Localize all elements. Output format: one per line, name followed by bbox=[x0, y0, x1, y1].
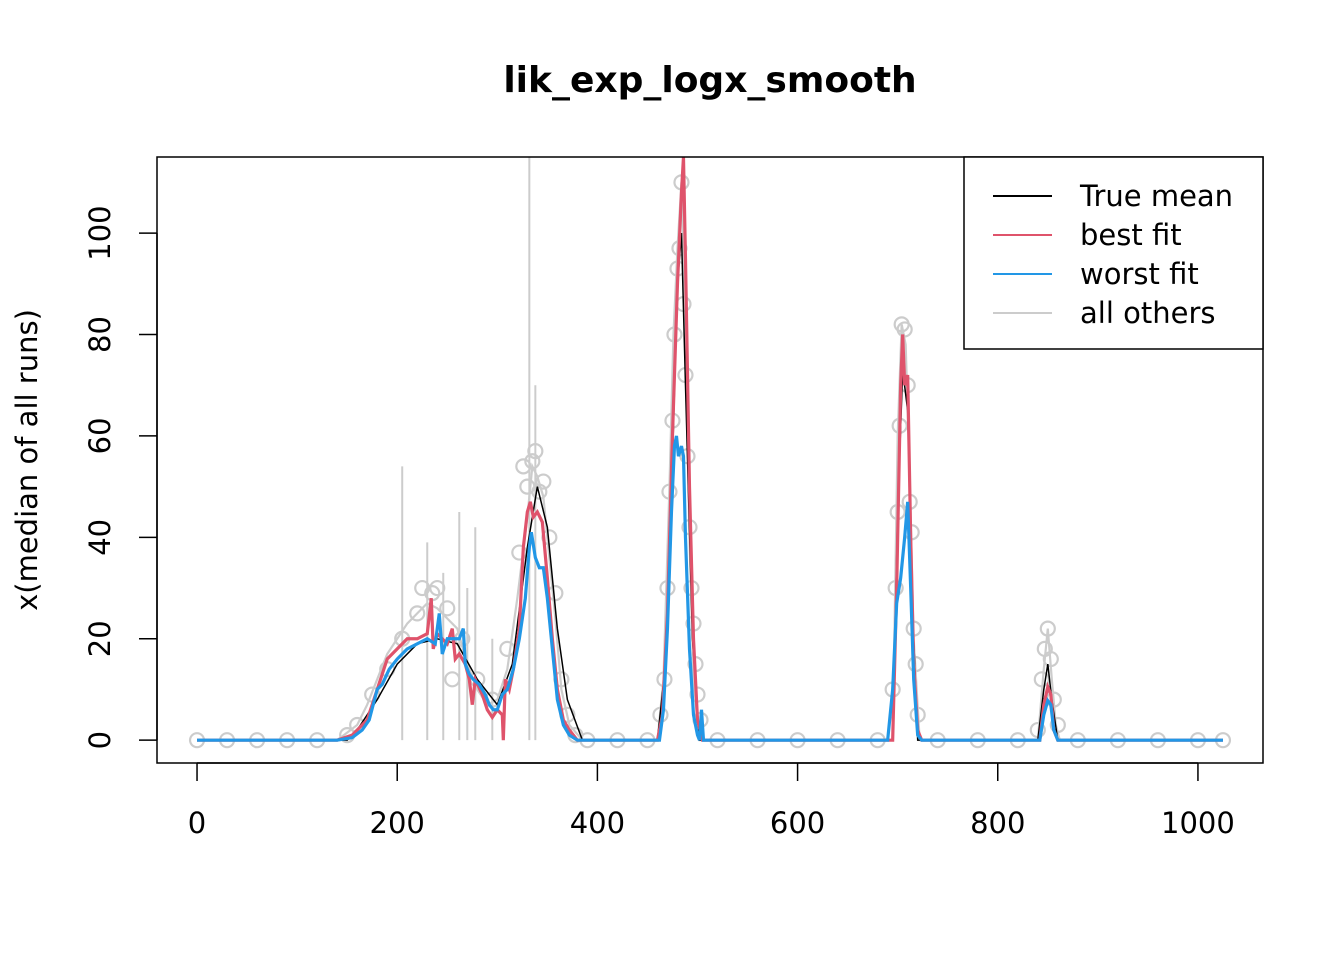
y-tick-label: 0 bbox=[83, 731, 117, 749]
all-others-point bbox=[409, 605, 426, 622]
y-tick-label: 100 bbox=[83, 205, 117, 260]
x-axis: 0 200 400 600 800 1000 bbox=[188, 762, 1235, 840]
y-axis-label: x(median of all runs) bbox=[10, 309, 44, 611]
legend-item: worst fit bbox=[993, 257, 1199, 291]
legend-label: best fit bbox=[1080, 218, 1182, 252]
plot-area bbox=[188, 156, 1232, 749]
all-others-point bbox=[1042, 650, 1059, 668]
y-tick-label: 80 bbox=[83, 316, 117, 353]
all-others-point bbox=[439, 600, 456, 617]
all-others-point bbox=[515, 458, 532, 475]
x-tick-label: 800 bbox=[970, 806, 1025, 840]
worst-fit-line bbox=[197, 435, 1223, 742]
all-others-point bbox=[524, 453, 541, 470]
all-others-point bbox=[1039, 620, 1056, 637]
y-tick-label: 60 bbox=[83, 417, 117, 454]
all-others-point bbox=[444, 671, 461, 688]
x-tick-label: 200 bbox=[370, 806, 425, 840]
legend-box bbox=[963, 156, 1264, 350]
y-tick-label: 40 bbox=[83, 519, 117, 556]
all-others-point bbox=[531, 483, 548, 500]
legend-label: True mean bbox=[1079, 179, 1233, 213]
x-tick-label: 600 bbox=[770, 806, 825, 840]
legend-label: worst fit bbox=[1080, 257, 1199, 291]
all-others-point bbox=[499, 640, 516, 657]
x-tick-label: 0 bbox=[188, 806, 206, 840]
x-tick-label: 1000 bbox=[1161, 806, 1235, 840]
legend-label: all others bbox=[1080, 296, 1215, 330]
plot-frame bbox=[156, 156, 1264, 764]
legend-item: best fit bbox=[993, 218, 1182, 252]
all-others-point bbox=[1049, 716, 1066, 734]
legend-item: all others bbox=[993, 296, 1215, 330]
all-others-point bbox=[527, 443, 544, 460]
legend-item: True mean bbox=[993, 179, 1233, 213]
legend: True mean best fit worst fit all others bbox=[963, 156, 1264, 350]
y-axis: 0 20 40 60 80 100 bbox=[83, 205, 158, 749]
x-tick-label: 400 bbox=[570, 806, 625, 840]
y-tick-label: 20 bbox=[83, 620, 117, 657]
all-others-point bbox=[535, 473, 552, 490]
chart-title: lik_exp_logx_smooth bbox=[503, 60, 916, 101]
all-others-point bbox=[429, 579, 446, 597]
all-others-point bbox=[896, 321, 913, 338]
